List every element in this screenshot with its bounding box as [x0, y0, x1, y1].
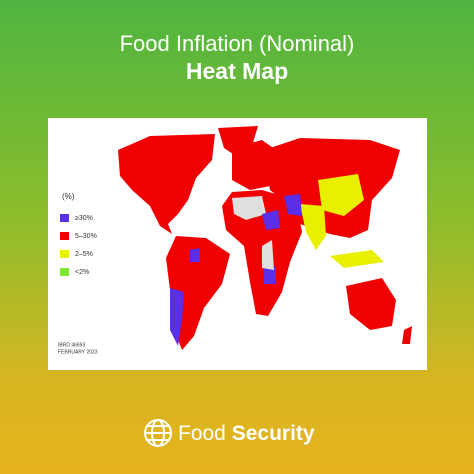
- map-id: IBRD 46693: [58, 342, 85, 348]
- world-map: [118, 126, 412, 350]
- legend-label: 5–30%: [75, 233, 97, 240]
- title: Food Inflation (Nominal): [120, 31, 355, 56]
- legend-swatch: [60, 232, 69, 240]
- legend-swatch: [60, 250, 69, 258]
- legend-label: 2–5%: [75, 251, 93, 258]
- brand: Food Security: [178, 422, 315, 445]
- legend-swatch: [60, 214, 69, 222]
- brand-light: Food: [178, 422, 226, 445]
- brand-bold: Security: [232, 422, 315, 445]
- map-date: FEBRUARY 2023: [58, 349, 98, 355]
- legend-swatch: [60, 268, 69, 276]
- legend-label: <2%: [75, 269, 89, 276]
- legend: ≥30% 5–30% 2–5% <2%: [60, 214, 97, 276]
- legend-title: (%): [62, 192, 75, 201]
- globe-icon: [144, 419, 172, 447]
- legend-label: ≥30%: [75, 215, 93, 222]
- subtitle: Heat Map: [186, 58, 288, 84]
